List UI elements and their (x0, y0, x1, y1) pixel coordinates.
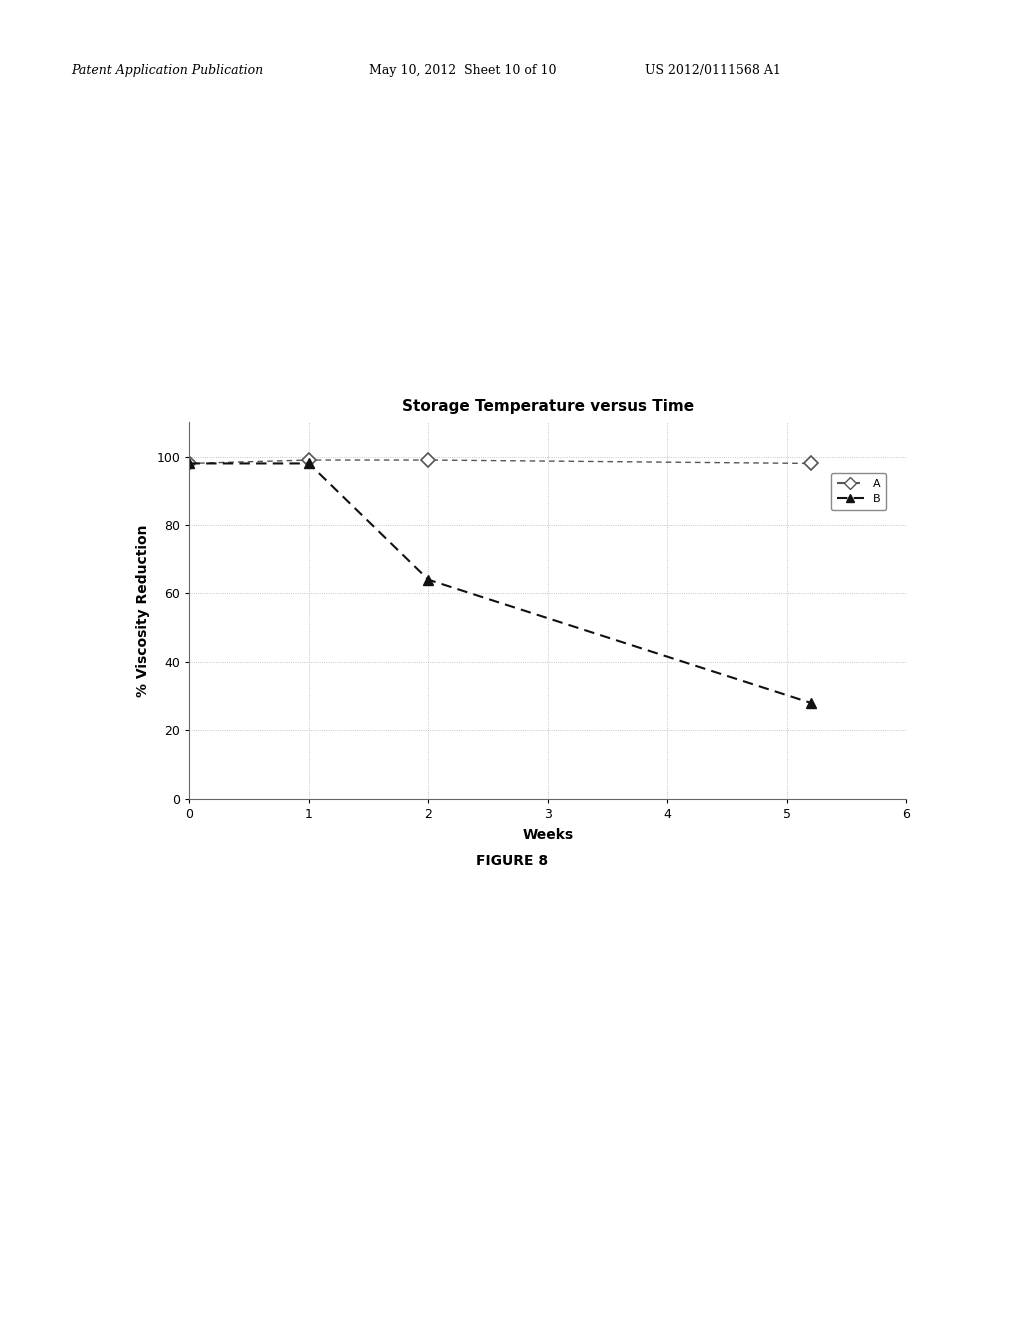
Text: US 2012/0111568 A1: US 2012/0111568 A1 (645, 63, 781, 77)
X-axis label: Weeks: Weeks (522, 828, 573, 842)
Text: Patent Application Publication: Patent Application Publication (72, 63, 264, 77)
Text: FIGURE 8: FIGURE 8 (476, 854, 548, 867)
Text: May 10, 2012  Sheet 10 of 10: May 10, 2012 Sheet 10 of 10 (369, 63, 556, 77)
Y-axis label: % Viscosity Reduction: % Viscosity Reduction (135, 524, 150, 697)
Title: Storage Temperature versus Time: Storage Temperature versus Time (401, 399, 694, 414)
Legend: A, B: A, B (830, 473, 887, 510)
